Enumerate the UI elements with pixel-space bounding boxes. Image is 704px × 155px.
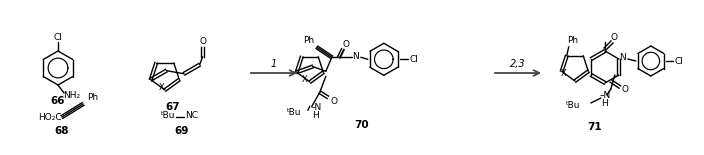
Text: O: O	[622, 84, 629, 93]
Text: NC: NC	[185, 111, 199, 120]
Text: ᵗBu: ᵗBu	[287, 108, 302, 117]
Text: 66: 66	[51, 96, 65, 106]
Text: Ph: Ph	[567, 36, 578, 45]
Text: H: H	[313, 111, 319, 120]
Text: N: N	[620, 53, 627, 62]
Text: H: H	[601, 100, 608, 108]
Text: Cl: Cl	[54, 33, 63, 42]
Text: X: X	[302, 75, 308, 84]
Text: 68: 68	[55, 126, 69, 136]
Text: O: O	[342, 40, 349, 49]
Text: Ph: Ph	[87, 93, 99, 102]
Text: Ph: Ph	[303, 36, 315, 45]
Text: ᵗBu: ᵗBu	[566, 100, 581, 109]
Text: HO₂C: HO₂C	[38, 113, 62, 122]
Text: –N: –N	[310, 103, 322, 112]
Text: ᵗBu: ᵗBu	[161, 111, 175, 120]
Text: O: O	[199, 37, 206, 46]
Text: N: N	[353, 52, 359, 61]
Text: Cl: Cl	[674, 57, 684, 66]
Text: O: O	[610, 33, 617, 42]
Text: –N: –N	[599, 91, 610, 100]
Text: 1: 1	[271, 59, 277, 69]
Text: 69: 69	[175, 126, 189, 136]
Text: NH₂: NH₂	[63, 91, 80, 100]
Text: X: X	[561, 69, 567, 78]
Text: Cl: Cl	[410, 55, 418, 64]
Text: 2,3: 2,3	[510, 59, 526, 69]
Text: 71: 71	[588, 122, 603, 132]
Text: O: O	[330, 97, 337, 106]
Text: 70: 70	[355, 120, 370, 130]
Text: 67: 67	[165, 102, 180, 112]
Text: X: X	[159, 84, 165, 93]
